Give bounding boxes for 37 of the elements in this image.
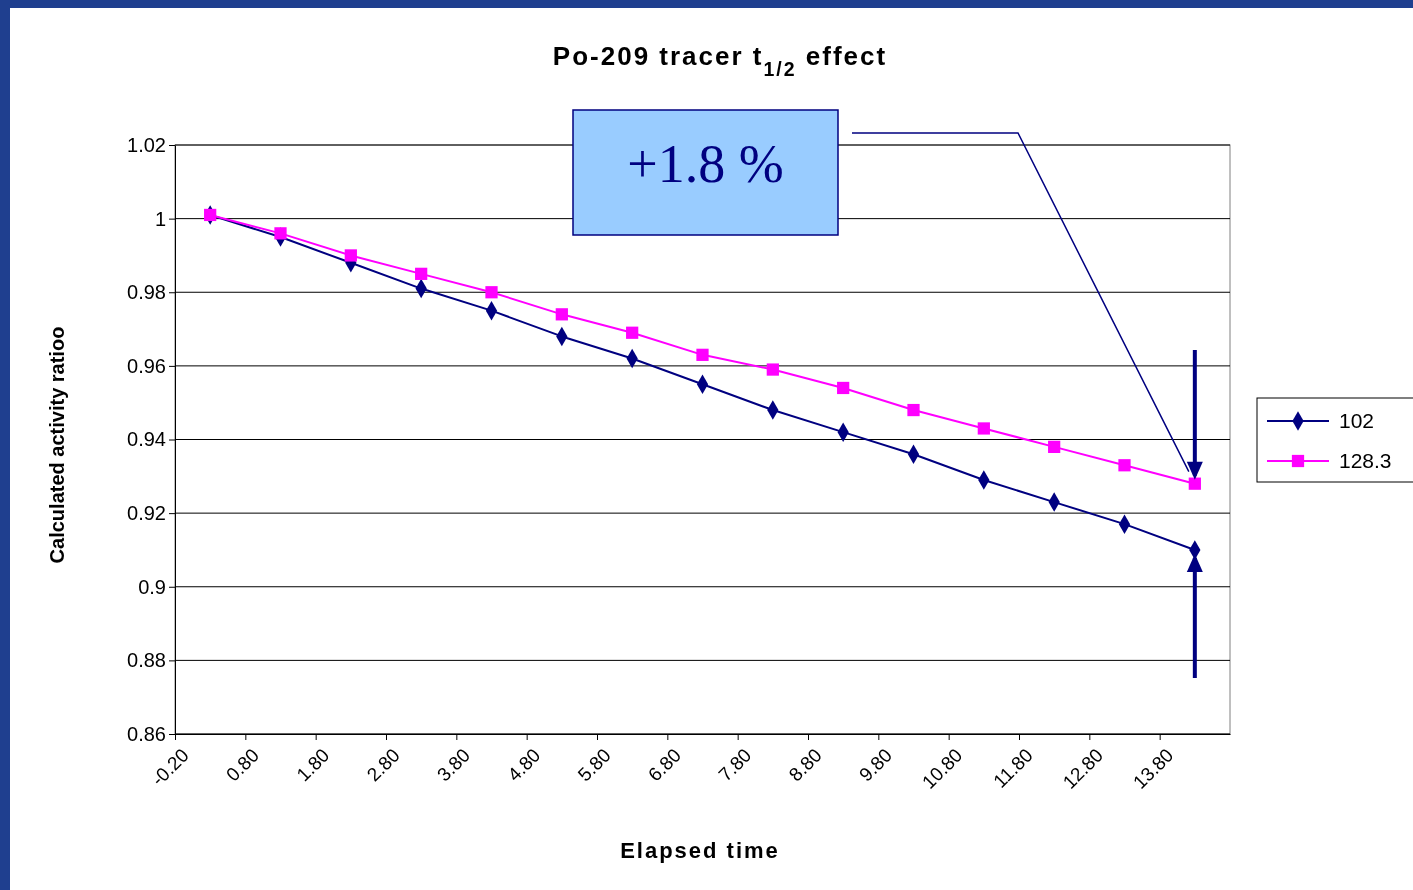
annotation: +1.8 % xyxy=(627,134,784,194)
y-tick-label: 0.98 xyxy=(127,281,166,304)
y-tick-label: 0.9 xyxy=(138,575,166,598)
chart-title: Po-209 tracer t$_{1/2}$ effect xyxy=(552,41,888,80)
y-axis-title: Calculated activity ratioo xyxy=(46,326,68,564)
y-tick-label: 1.02 xyxy=(127,133,166,156)
x-tick-label: 6.80 xyxy=(644,744,686,786)
x-tick-label: 9.80 xyxy=(855,744,897,786)
y-tick-label: 0.92 xyxy=(127,502,166,525)
point xyxy=(907,403,920,417)
point xyxy=(1048,440,1061,453)
point xyxy=(1118,459,1131,472)
legend-label: 128.3 xyxy=(1339,449,1392,472)
y-tick-label: 0.86 xyxy=(127,722,166,745)
point xyxy=(696,348,709,361)
point xyxy=(766,363,779,376)
x-tick-label: 7.80 xyxy=(714,744,756,786)
point xyxy=(977,422,990,435)
x-tick-label: 0.80 xyxy=(222,744,264,786)
point xyxy=(837,381,850,395)
y-tick-label: 0.88 xyxy=(127,649,166,672)
point xyxy=(344,249,357,262)
x-tick-label: 3.80 xyxy=(433,744,475,786)
x-tick-label: 5.80 xyxy=(573,744,615,786)
point xyxy=(555,308,568,321)
point xyxy=(626,326,639,339)
legend-label: 102 xyxy=(1339,409,1375,432)
x-tick-label: 8.80 xyxy=(784,744,826,786)
x-tick-label: 4.80 xyxy=(503,744,545,786)
y-tick-label: 0.96 xyxy=(127,354,166,377)
y-tick-label: 1 xyxy=(154,207,166,230)
point xyxy=(485,286,498,299)
point xyxy=(415,267,428,280)
x-axis-title: Elapsed time xyxy=(620,838,780,863)
point xyxy=(1188,477,1201,490)
y-tick-label: 0.94 xyxy=(127,428,166,451)
point xyxy=(274,227,287,240)
